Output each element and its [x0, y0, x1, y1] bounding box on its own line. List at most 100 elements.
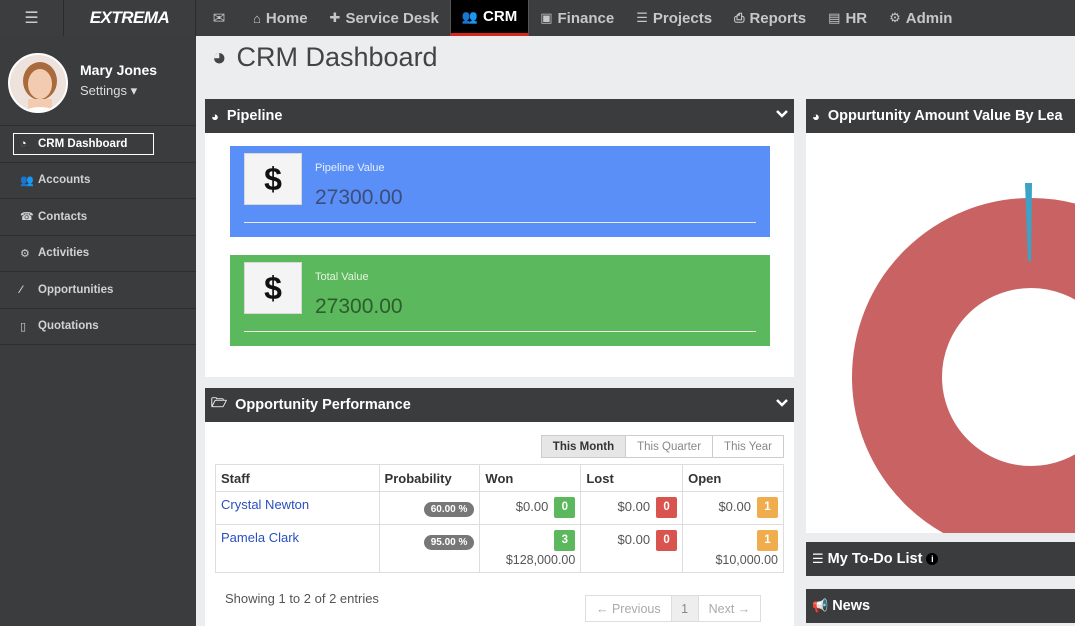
briefcase-icon: ▤ [828, 10, 841, 25]
divider [244, 331, 756, 332]
nav-admin[interactable]: ⚙ Admin [889, 9, 953, 27]
chevron-down-icon[interactable] [776, 108, 788, 123]
list-icon: ☰ [636, 10, 648, 25]
this-year-button[interactable]: This Year [712, 435, 784, 458]
table-header-row: Staff Probability Won Lost Open [215, 464, 784, 492]
gear-icon: ⚙ [889, 10, 901, 25]
opportunity-value-chart-header[interactable]: ◕ Oppurtunity Amount Value By Lea [806, 99, 1075, 133]
open-amount: $10,000.00 [715, 553, 778, 567]
performance-table: Staff Probability Won Lost Open Crystal … [215, 464, 784, 573]
staff-link[interactable]: Crystal Newton [221, 497, 310, 512]
open-count-badge: 1 [757, 530, 778, 551]
chevron-down-icon[interactable] [776, 397, 788, 412]
column-header[interactable]: Open [682, 464, 784, 492]
opportunity-performance-panel: 🗁 Opportunity Performance This Month Thi… [205, 388, 794, 626]
column-header[interactable]: Won [479, 464, 582, 492]
pie-chart-icon: ◕ [211, 108, 219, 124]
news-panel: 📢 News [806, 589, 1075, 625]
open-count-badge: 1 [757, 497, 778, 518]
nav-service-desk[interactable]: ✚ Service Desk [329, 9, 439, 27]
next-page-button[interactable]: Next → [697, 595, 762, 622]
column-header[interactable]: Probability [378, 464, 481, 492]
top-navbar: ☰ EXTREMA ✉ ⌂ Home ✚ Service Desk 👥 CRM ▣ Fi… [0, 0, 1075, 36]
won-count-badge: 0 [554, 497, 576, 518]
sidebar: Mary Jones Settings ▾ ◔ CRM Dashboard 👥 Ac… [0, 36, 196, 626]
nav-finance[interactable]: ▣ Finance [540, 9, 615, 27]
column-header[interactable]: Lost [580, 464, 684, 492]
todo-header[interactable]: ☰ My To-Do List i [806, 542, 1075, 576]
probability-badge: 60.00 % [423, 502, 475, 517]
page-title: ◕ CRM Dashboard [212, 42, 438, 72]
won-count-badge: 3 [554, 530, 576, 551]
divider [244, 222, 756, 223]
table-info: Showing 1 to 2 of 2 entries [225, 591, 379, 606]
brand-logo[interactable]: EXTREMA [64, 0, 196, 36]
table-row: Pamela Clark 95.00 % 3 $128,000.00 $0.00 0… [215, 524, 784, 573]
hamburger-menu-icon[interactable]: ☰ [0, 0, 64, 36]
settings-dropdown[interactable]: Settings ▾ [80, 83, 138, 98]
home-icon: ⌂ [253, 10, 261, 26]
won-amount: $0.00 [515, 498, 549, 514]
pipeline-value-box: $ Pipeline Value 27300.00 [230, 146, 770, 237]
nav-projects[interactable]: ☰ Projects [636, 9, 713, 27]
opportunity-performance-header[interactable]: 🗁 Opportunity Performance [205, 388, 794, 422]
won-amount: $128,000.00 [505, 553, 576, 567]
donut-main-segment[interactable] [852, 198, 1075, 533]
lost-count-badge: 0 [656, 497, 678, 518]
lost-amount: $0.00 [617, 498, 651, 514]
dollar-icon: $ [244, 262, 302, 314]
list-icon: ☰ [812, 551, 824, 566]
bullhorn-icon: 📢 [812, 598, 829, 613]
pie-chart-icon: ◕ [812, 108, 820, 124]
sidebar-item-contacts[interactable]: ☎ Contacts [0, 199, 196, 236]
info-icon[interactable]: i [926, 553, 939, 565]
stat-label: Pipeline Value [315, 162, 385, 174]
page-1-button[interactable]: 1 [670, 595, 699, 622]
table-row: Crystal Newton 60.00 % $0.00 0 $0.00 0 $0.… [215, 491, 784, 525]
sidebar-item-quotations[interactable]: ▯ Quotations [0, 309, 196, 345]
money-icon: ▣ [540, 10, 553, 25]
total-value-box: $ Total Value 27300.00 [230, 255, 770, 346]
opportunity-value-chart-panel: ◕ Oppurtunity Amount Value By Lea [806, 99, 1075, 533]
print-icon: ⎙ [734, 10, 745, 25]
pagination: ← Previous 1 Next → [585, 595, 762, 622]
nav-hr[interactable]: ▤ HR [828, 9, 868, 27]
this-month-button[interactable]: This Month [540, 435, 627, 458]
previous-page-button[interactable]: ← Previous [585, 595, 672, 622]
todo-panel: ☰ My To-Do List i [806, 542, 1075, 578]
open-amount: $0.00 [718, 498, 751, 514]
staff-link[interactable]: Pamela Clark [221, 530, 300, 545]
user-name: Mary Jones [80, 62, 158, 78]
period-selector: This Month This Quarter This Year [540, 435, 784, 458]
user-profile: Mary Jones Settings ▾ [0, 36, 196, 126]
column-header[interactable]: Staff [215, 464, 380, 492]
donut-chart[interactable] [806, 133, 1075, 533]
mail-icon[interactable]: ✉ [212, 10, 226, 27]
sidebar-item-crm-dashboard[interactable]: ◔ CRM Dashboard [0, 126, 196, 163]
nav-home[interactable]: ⌂ Home [253, 9, 308, 27]
probability-badge: 95.00 % [423, 535, 475, 550]
pipeline-header[interactable]: ◕ Pipeline [205, 99, 794, 133]
pipeline-panel: ◕ Pipeline $ Pipeline Value 27300.00 $ T… [205, 99, 794, 377]
folder-open-icon: 🗁 [211, 395, 228, 410]
sidebar-item-activities[interactable]: ⚙ Activities [0, 236, 196, 272]
sidebar-item-opportunities[interactable]: ⁄ Opportunities [0, 272, 196, 309]
dashboard-icon: ◕ [212, 43, 227, 71]
main-nav: ✉ ⌂ Home ✚ Service Desk 👥 CRM ▣ Finance ☰ Pro… [196, 0, 963, 36]
this-quarter-button[interactable]: This Quarter [625, 435, 714, 458]
avatar[interactable] [8, 53, 68, 113]
dollar-icon: $ [244, 153, 302, 205]
stat-value: 27300.00 [315, 295, 403, 318]
nav-reports[interactable]: ⎙ Reports [734, 9, 807, 27]
dashboard-icon: ◔ [20, 137, 27, 150]
donut-small-segment[interactable] [1025, 183, 1032, 261]
users-icon: 👥 [20, 174, 34, 187]
puzzle-icon: ✚ [329, 10, 341, 25]
nav-crm[interactable]: 👥 CRM [449, 0, 530, 36]
stat-label: Total Value [315, 271, 369, 283]
news-header[interactable]: 📢 News [806, 589, 1075, 623]
stat-value: 27300.00 [315, 186, 403, 209]
cogs-icon: ⚙ [20, 247, 30, 260]
sidebar-item-accounts[interactable]: 👥 Accounts [0, 163, 196, 199]
sidebar-menu: ◔ CRM Dashboard 👥 Accounts ☎ Contacts ⚙ Acti… [0, 126, 196, 345]
